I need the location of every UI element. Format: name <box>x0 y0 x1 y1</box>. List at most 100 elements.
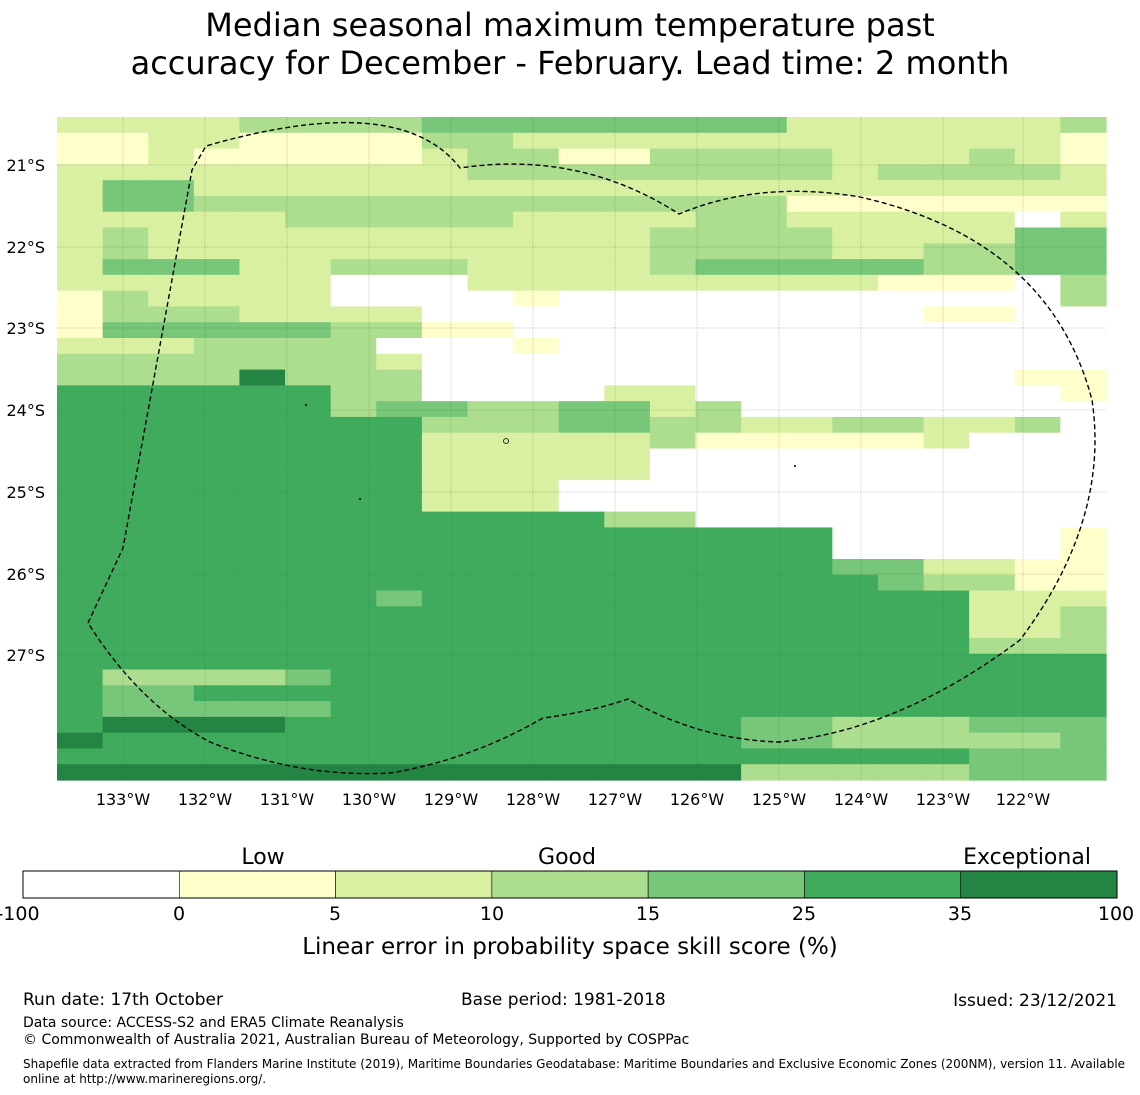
grid-cell <box>148 527 195 544</box>
grid-cell <box>102 732 149 750</box>
grid-cell <box>1060 464 1107 481</box>
grid-cell <box>1060 716 1107 734</box>
grid-cell <box>695 732 742 750</box>
grid-cell <box>421 259 469 276</box>
grid-cell <box>513 511 560 529</box>
grid-cell <box>741 527 788 544</box>
grid-cell <box>832 290 879 308</box>
grid-cell <box>604 338 651 355</box>
grid-cell <box>421 543 469 560</box>
grid-cell <box>285 290 332 308</box>
grid-cell <box>421 211 469 229</box>
grid-cell <box>193 732 241 750</box>
grid-cell <box>1060 432 1107 450</box>
grid-cell <box>923 748 970 765</box>
grid-cell <box>285 527 332 544</box>
grid-cell <box>467 274 514 292</box>
grid-cell <box>193 464 241 481</box>
grid-cell <box>832 322 879 339</box>
grid-cell <box>1014 748 1061 765</box>
grid-cell <box>239 322 286 339</box>
grid-cell <box>467 480 514 497</box>
grid-cell <box>330 669 377 686</box>
grid-cell <box>239 495 286 513</box>
grid-cell <box>786 559 833 576</box>
grid-cell <box>376 180 423 197</box>
grid-cell <box>741 764 788 781</box>
grid-cell <box>376 716 423 734</box>
grid-cell <box>102 401 149 418</box>
grid-cell <box>513 432 560 450</box>
grid-cell <box>877 180 925 197</box>
grid-cell <box>102 211 149 229</box>
grid-cell <box>923 480 970 497</box>
grid-cell <box>193 622 241 639</box>
grid-cell <box>1014 385 1061 402</box>
grid-cell <box>1060 195 1107 213</box>
grid-cell <box>877 701 925 718</box>
grid-cell <box>285 180 332 197</box>
grid-cell <box>467 606 514 623</box>
grid-cell <box>513 132 560 150</box>
grid-cell <box>832 117 879 134</box>
grid-cell <box>421 653 469 671</box>
grid-cell <box>649 353 697 371</box>
copyright: © Commonwealth of Australia 2021, Austra… <box>23 1032 690 1048</box>
grid-cell <box>786 148 833 165</box>
grid-cell <box>102 243 149 260</box>
grid-cell <box>1014 306 1061 323</box>
grid-cell <box>193 306 241 323</box>
grid-cell <box>695 716 742 734</box>
grid-cell <box>239 464 286 481</box>
grid-cell <box>193 448 241 465</box>
grid-cell <box>786 290 833 308</box>
grid-cell <box>376 637 423 655</box>
grid-cell <box>923 416 970 434</box>
grid-cell <box>102 117 149 134</box>
grid-cell <box>330 211 377 229</box>
grid-cell <box>558 748 605 765</box>
grid-cell <box>877 385 925 402</box>
grid-cell <box>695 764 742 781</box>
grid-cell <box>285 117 332 134</box>
grid-cell <box>695 495 742 513</box>
grid-cell <box>148 180 195 197</box>
grid-cell <box>102 511 149 529</box>
grid-cell <box>330 306 377 323</box>
grid-cell <box>57 574 104 592</box>
grid-cell <box>741 480 788 497</box>
grid-cell <box>330 117 377 134</box>
grid-cell <box>421 416 469 434</box>
grid-cell <box>513 416 560 434</box>
grid-cell <box>102 227 149 244</box>
grid-cell <box>877 637 925 655</box>
grid-cell <box>102 385 149 402</box>
grid-cell <box>695 432 742 450</box>
grid-cell <box>558 669 605 686</box>
grid-cell <box>649 148 697 165</box>
grid-cell <box>1060 180 1107 197</box>
grid-cell <box>695 574 742 592</box>
grid-cell <box>877 685 925 702</box>
grid-cell <box>102 353 149 371</box>
grid-cell <box>376 543 423 560</box>
grid-cell <box>604 322 651 339</box>
grid-cell <box>330 243 377 260</box>
grid-cell <box>57 117 104 134</box>
grid-cell <box>1060 732 1107 750</box>
grid-cell <box>513 259 560 276</box>
grid-cell <box>1060 590 1107 607</box>
grid-cell <box>877 511 925 529</box>
grid-cell <box>330 290 377 308</box>
grid-cell <box>285 653 332 671</box>
grid-cell <box>1060 480 1107 497</box>
lon-label: 122°W <box>996 790 1051 809</box>
grid-cell <box>1014 353 1061 371</box>
colorbar-bin <box>647 870 805 899</box>
grid-cell <box>467 637 514 655</box>
grid-cell <box>1060 653 1107 671</box>
grid-cell <box>969 243 1016 260</box>
grid-cell <box>285 274 332 292</box>
grid-cell <box>923 701 970 718</box>
grid-cell <box>57 164 104 181</box>
